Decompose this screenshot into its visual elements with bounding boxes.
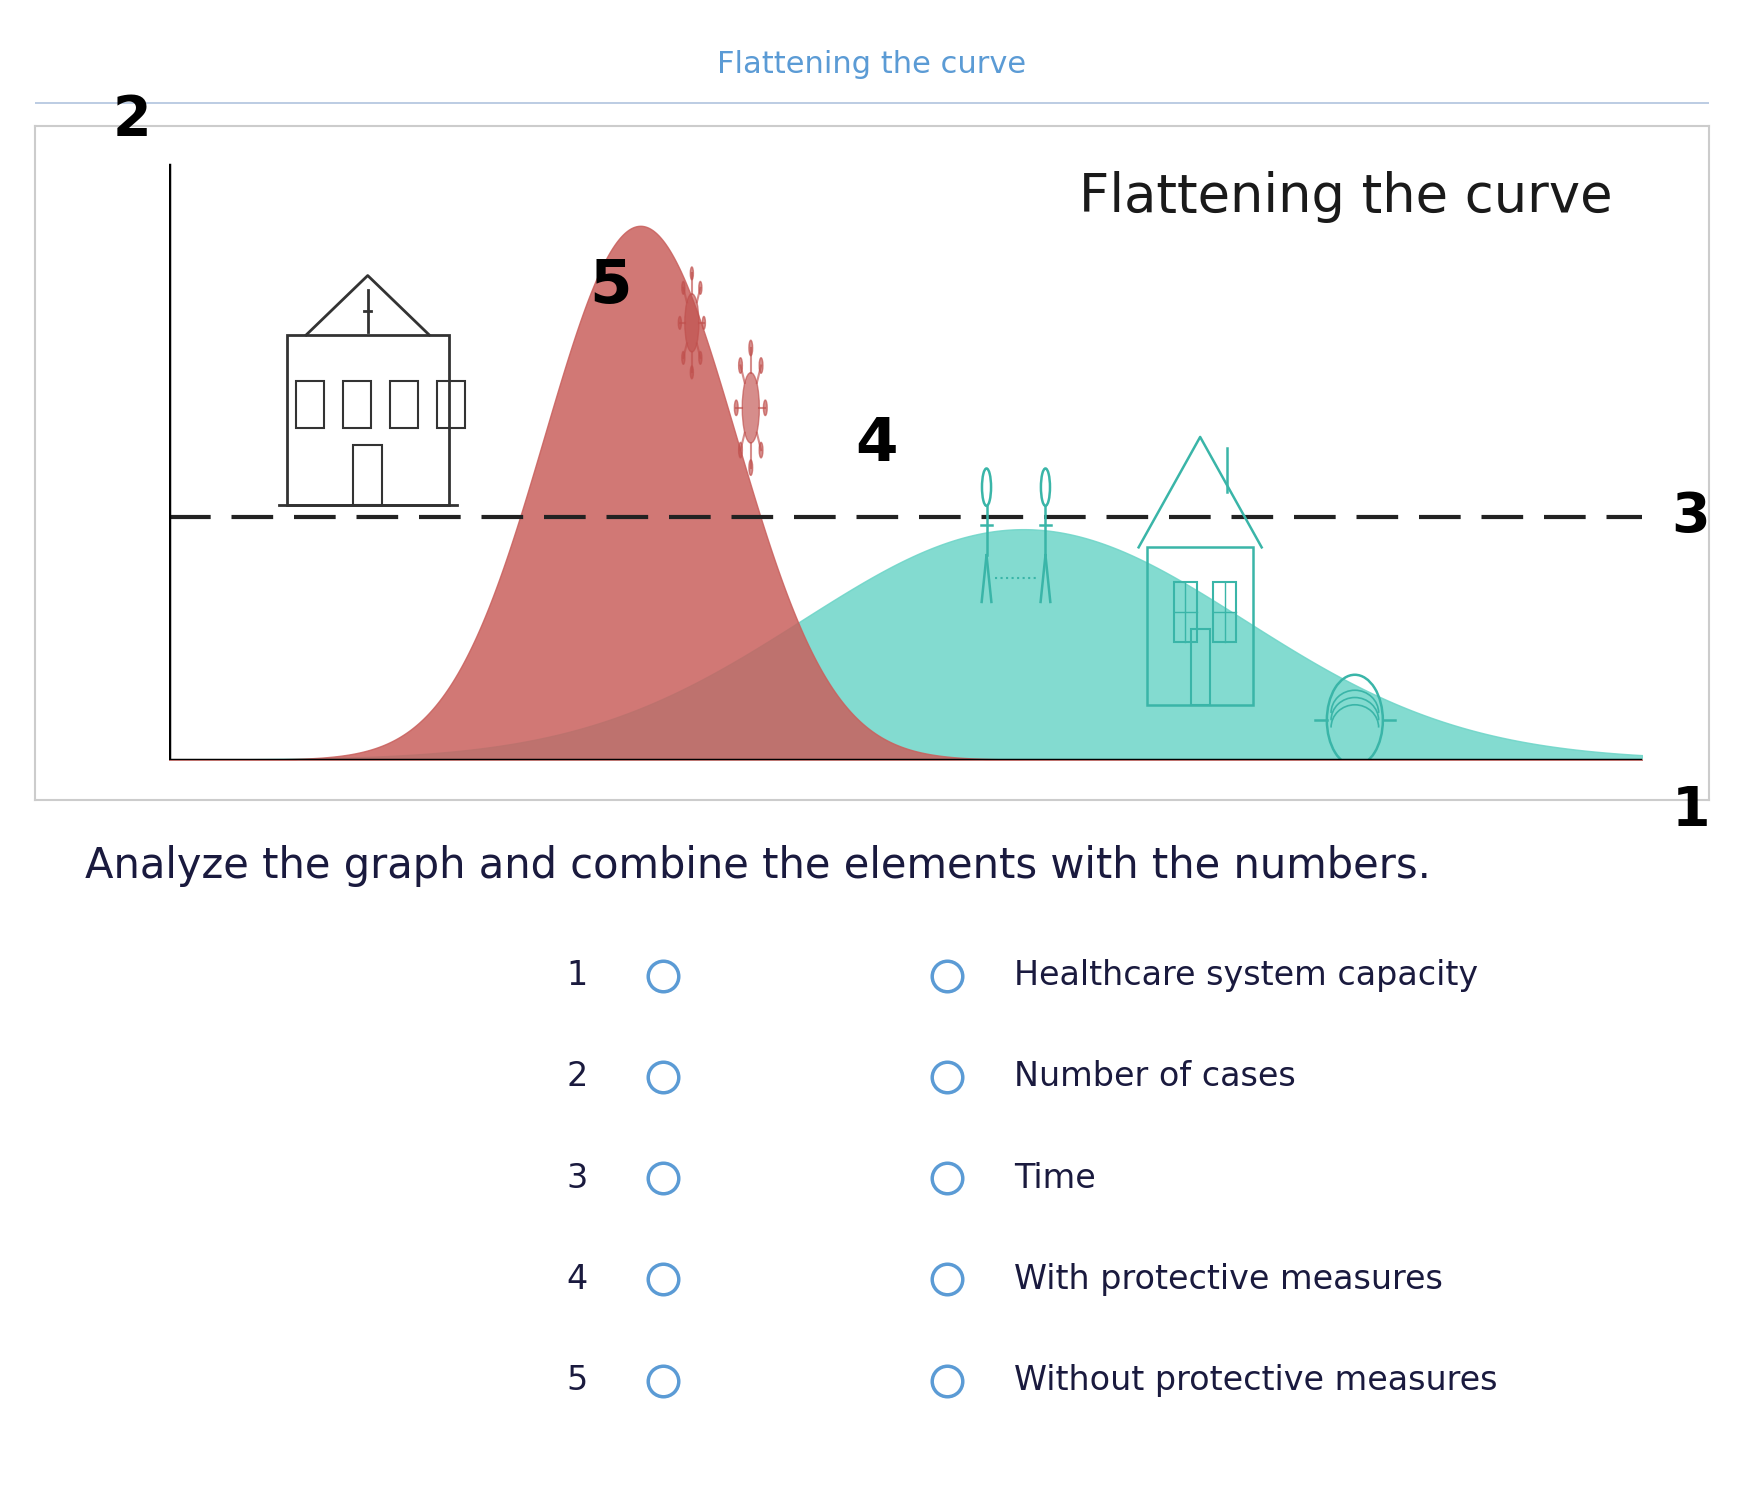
Text: Flattening the curve: Flattening the curve: [717, 50, 1027, 80]
Text: 3: 3: [567, 1161, 588, 1194]
Text: With protective measures: With protective measures: [1015, 1263, 1444, 1296]
Text: 2: 2: [567, 1060, 588, 1093]
Text: Time: Time: [1015, 1161, 1095, 1194]
Text: 4: 4: [567, 1263, 588, 1296]
Text: Without protective measures: Without protective measures: [1015, 1364, 1498, 1397]
Text: 5: 5: [567, 1364, 588, 1397]
Text: 1: 1: [567, 960, 588, 993]
Text: Number of cases: Number of cases: [1015, 1060, 1296, 1093]
Text: Analyze the graph and combine the elements with the numbers.: Analyze the graph and combine the elemen…: [85, 846, 1432, 888]
Text: Healthcare system capacity: Healthcare system capacity: [1015, 960, 1479, 993]
